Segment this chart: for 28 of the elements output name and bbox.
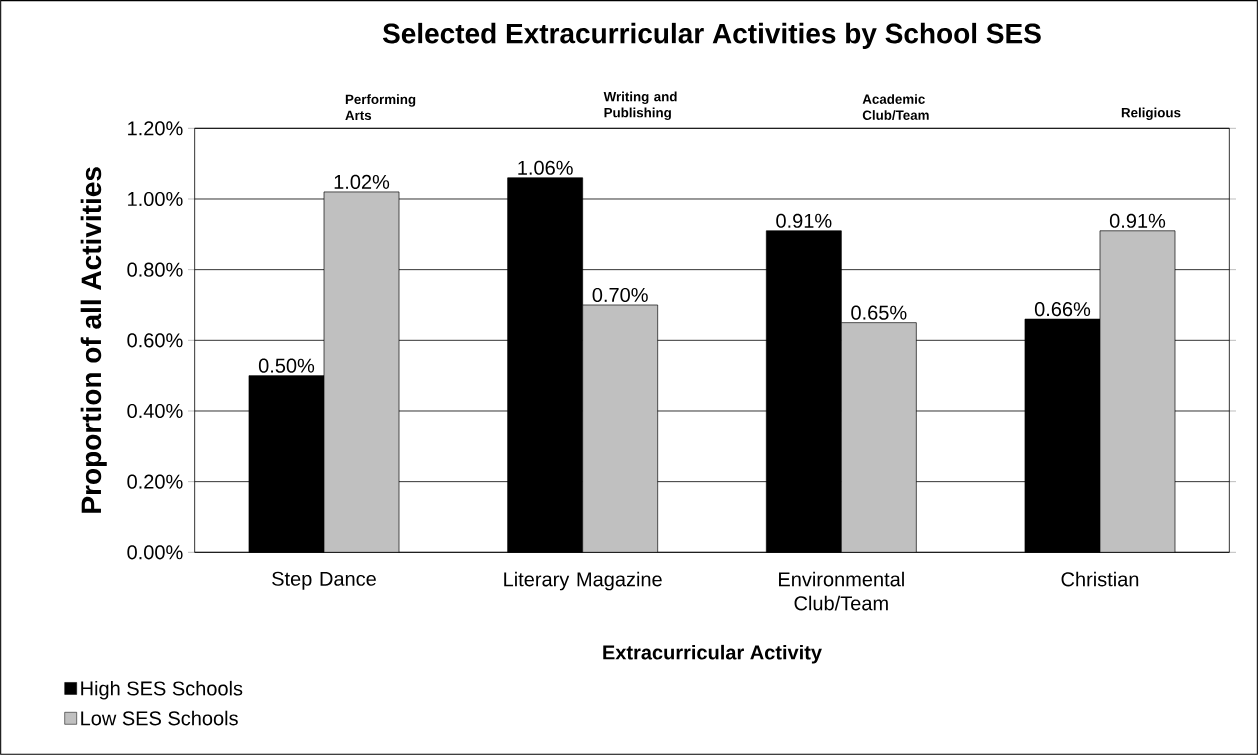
data-label: 1.06%	[518, 160, 573, 175]
y-tick-label: 0.40%	[127, 403, 183, 419]
text: Religious	[1121, 107, 1181, 121]
data-label: 0.50%	[258, 358, 315, 373]
y-tick-label: 0.60%	[127, 333, 183, 348]
data-label: 0.91%	[1109, 213, 1166, 228]
y-tick-label: 0.80%	[127, 262, 183, 277]
x-tick-label: Environmental Club/Team	[779, 571, 904, 611]
y-tick-label: 0.00%	[127, 545, 183, 560]
y-tick-label: 1.20%	[128, 121, 183, 136]
y-tick-label: 0.20%	[127, 474, 183, 489]
legend-label: High SES Schools	[81, 680, 243, 700]
data-label: 1.02%	[334, 174, 390, 189]
x-tick-label: Step Dance	[272, 571, 376, 590]
text: Academic Club/Team	[862, 94, 929, 121]
data-label: 0.91%	[776, 213, 832, 228]
x-tick-label: Literary Magazine	[504, 571, 662, 591]
x-axis-title: Extracurricular Activity	[603, 644, 822, 664]
data-label: 0.65%	[851, 305, 907, 320]
legend-label: Low SES Schools	[81, 710, 238, 726]
y-axis-title: Proportion of all Activities	[80, 167, 107, 513]
data-label: 0.66%	[1034, 302, 1091, 317]
x-tick-label: Christian	[1061, 571, 1139, 587]
chart-title: Selected Extracurricular Activities by School SES	[382, 22, 1041, 49]
text: Performing Arts	[345, 94, 416, 121]
y-tick-label: 1.00%	[128, 191, 183, 207]
text: Writing and Publishing	[603, 91, 677, 121]
data-label: 0.70%	[592, 287, 648, 303]
